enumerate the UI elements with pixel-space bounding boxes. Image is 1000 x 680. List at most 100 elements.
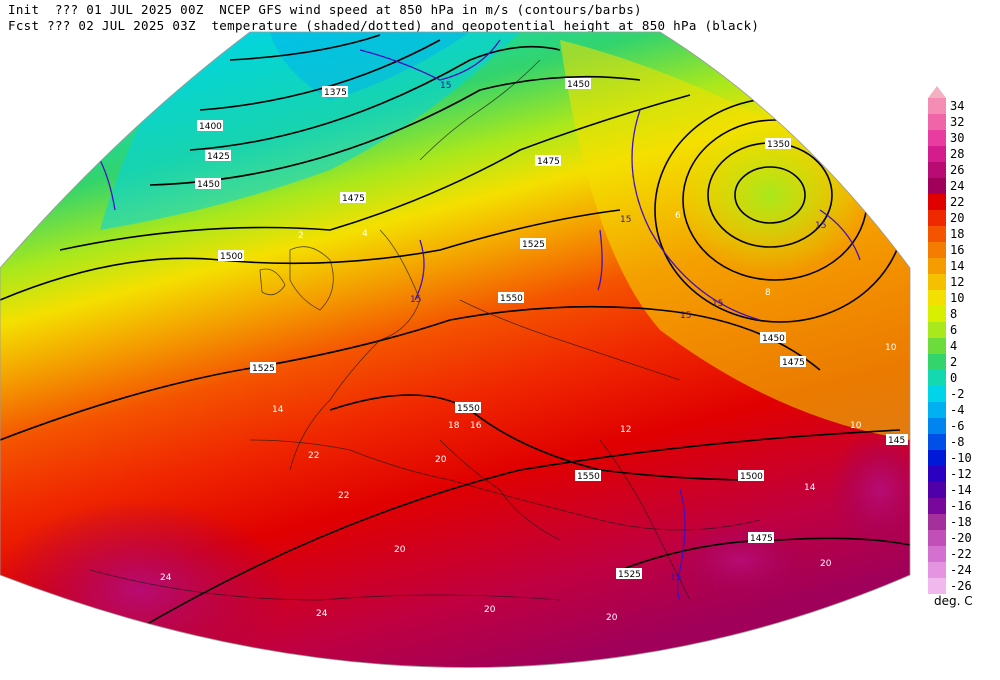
height-label-1450b: 1450 bbox=[567, 80, 590, 90]
legend-row: 12 bbox=[928, 274, 998, 290]
wind-label-15a: 15 bbox=[440, 81, 451, 91]
height-label-1525: 1525 bbox=[522, 240, 545, 250]
temp-label-14: 14 bbox=[272, 405, 284, 415]
legend-row: 20 bbox=[928, 210, 998, 226]
wind-speed-contours bbox=[99, 39, 861, 601]
legend-label: 26 bbox=[950, 163, 965, 177]
legend-row: 32 bbox=[928, 114, 998, 130]
legend-row: -16 bbox=[928, 498, 998, 514]
legend-swatch bbox=[928, 562, 946, 578]
temp-label-8: 8 bbox=[765, 288, 771, 298]
legend-row: 2 bbox=[928, 354, 998, 370]
temp-label-2: 2 bbox=[298, 231, 304, 241]
legend-swatch bbox=[928, 162, 946, 178]
legend-label: -18 bbox=[950, 515, 972, 529]
legend-label: -8 bbox=[950, 435, 965, 449]
legend-swatch bbox=[928, 322, 946, 338]
temp-label-10b: 10 bbox=[850, 421, 862, 431]
legend-swatch bbox=[928, 146, 946, 162]
legend-swatch bbox=[928, 178, 946, 194]
legend-label: -16 bbox=[950, 499, 972, 513]
legend-label: -2 bbox=[950, 387, 965, 401]
legend-label: -22 bbox=[950, 547, 972, 561]
legend-row: -24 bbox=[928, 562, 998, 578]
legend-label: 2 bbox=[950, 355, 958, 369]
temp-label-20e: 20 bbox=[820, 559, 832, 569]
legend-swatch bbox=[928, 450, 946, 466]
legend-swatch bbox=[928, 546, 946, 562]
legend-row: -18 bbox=[928, 514, 998, 530]
legend-swatch bbox=[928, 130, 946, 146]
legend-swatch bbox=[928, 226, 946, 242]
temp-label-16: 16 bbox=[470, 421, 482, 431]
hot-core-east-med bbox=[670, 520, 810, 600]
temp-label-22b: 22 bbox=[338, 491, 349, 501]
legend-row: -14 bbox=[928, 482, 998, 498]
header-init-line: Init ??? 01 JUL 2025 00Z NCEP GFS wind s… bbox=[8, 2, 642, 17]
legend-swatch bbox=[928, 498, 946, 514]
legend-row: 22 bbox=[928, 194, 998, 210]
legend-label: -10 bbox=[950, 451, 972, 465]
temp-label-18: 18 bbox=[448, 421, 460, 431]
legend-swatch bbox=[928, 354, 946, 370]
legend-swatch bbox=[928, 194, 946, 210]
legend-label: 18 bbox=[950, 227, 965, 241]
legend-row: 8 bbox=[928, 306, 998, 322]
legend-swatch bbox=[928, 370, 946, 386]
height-label-1475: 1475 bbox=[537, 157, 560, 167]
legend-label: 34 bbox=[950, 99, 965, 113]
legend-label: 28 bbox=[950, 147, 965, 161]
legend-row: 34 bbox=[928, 98, 998, 114]
temp-label-6: 6 bbox=[675, 211, 681, 221]
legend-label: 4 bbox=[950, 339, 958, 353]
legend-swatch bbox=[928, 514, 946, 530]
legend-label: 20 bbox=[950, 211, 965, 225]
legend-row: 16 bbox=[928, 242, 998, 258]
legend-label: 24 bbox=[950, 179, 965, 193]
height-label-1475d: 1475 bbox=[750, 534, 773, 544]
temp-label-24: 24 bbox=[160, 573, 172, 583]
temp-label-4: 4 bbox=[362, 229, 368, 239]
height-label-1525c: 1525 bbox=[618, 570, 641, 580]
legend-swatch bbox=[928, 386, 946, 402]
height-label-1475c: 1475 bbox=[782, 358, 805, 368]
height-label-1400: 1400 bbox=[199, 122, 222, 132]
legend-swatch bbox=[928, 530, 946, 546]
temp-label-14b: 14 bbox=[804, 483, 816, 493]
legend-row: 0 bbox=[928, 370, 998, 386]
coastlines bbox=[89, 59, 761, 601]
legend-label: 22 bbox=[950, 195, 965, 209]
wind-label-15b: 15 bbox=[410, 295, 421, 305]
height-label-1450c: 1450 bbox=[762, 334, 785, 344]
wind-label-15c: 15 bbox=[620, 215, 631, 225]
wind-label-15e: 15 bbox=[815, 221, 826, 231]
temp-label-22: 22 bbox=[308, 451, 319, 461]
legend-row: -6 bbox=[928, 418, 998, 434]
legend-label: -12 bbox=[950, 467, 972, 481]
temp-label-20d: 20 bbox=[606, 613, 618, 623]
height-label-1350: 1350 bbox=[767, 140, 790, 150]
temperature-legend: 34 32 30 28 26 24 22 20 18 16 14 12 10 8 6 4 2 0 -2 -4 -6 -8-… bbox=[928, 86, 998, 626]
legend-label: 30 bbox=[950, 131, 965, 145]
legend-swatch bbox=[928, 578, 946, 594]
legend-swatch bbox=[928, 306, 946, 322]
legend-swatch bbox=[928, 274, 946, 290]
legend-swatch bbox=[928, 402, 946, 418]
legend-swatch bbox=[928, 210, 946, 226]
legend-label: -4 bbox=[950, 403, 965, 417]
height-label-145: 145 bbox=[888, 436, 905, 446]
temp-label-20c: 20 bbox=[484, 605, 496, 615]
legend-row: 6 bbox=[928, 322, 998, 338]
height-label-1475b: 1475 bbox=[342, 194, 365, 204]
legend-row: 10 bbox=[928, 290, 998, 306]
temp-label-20b: 20 bbox=[435, 455, 447, 465]
legend-unit: deg. C bbox=[934, 594, 973, 608]
legend-row: -26 bbox=[928, 578, 998, 594]
legend-row: -8 bbox=[928, 434, 998, 450]
legend-label: -26 bbox=[950, 579, 972, 593]
legend-swatch bbox=[928, 482, 946, 498]
height-label-1525b: 1525 bbox=[252, 364, 275, 374]
legend-row: 18 bbox=[928, 226, 998, 242]
legend-row: 4 bbox=[928, 338, 998, 354]
height-label-1550b: 1550 bbox=[457, 404, 480, 414]
